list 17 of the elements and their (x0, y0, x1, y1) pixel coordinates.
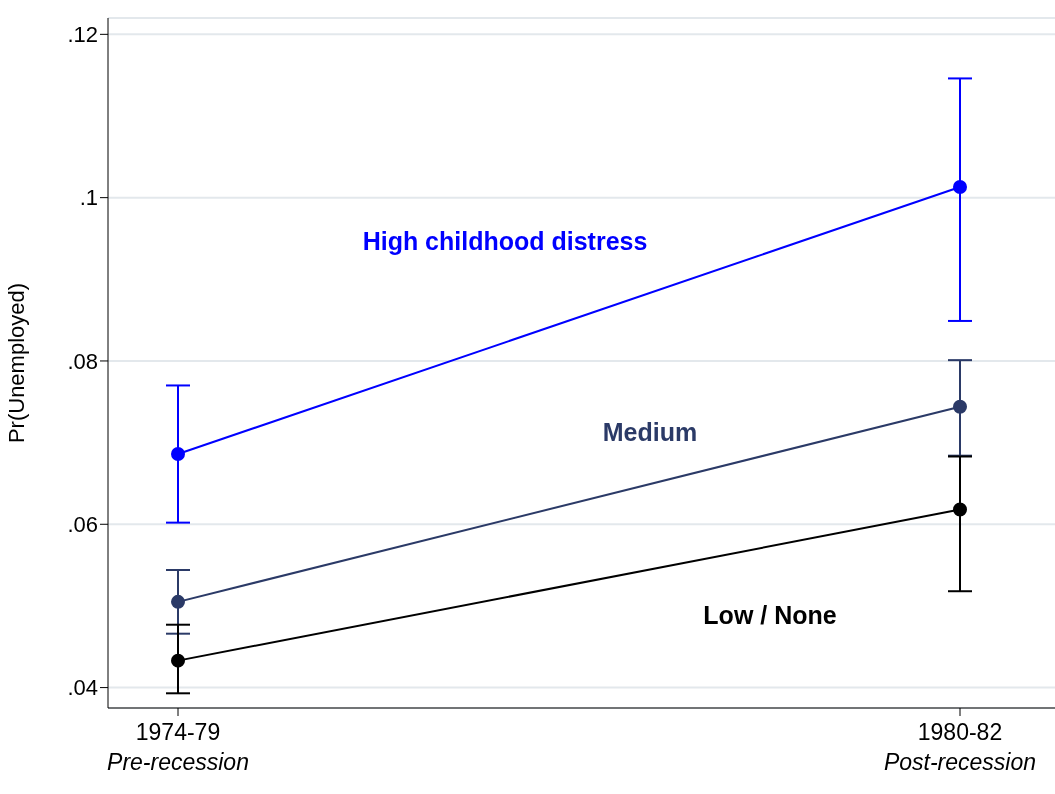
point (953, 399, 967, 414)
point (171, 594, 185, 609)
y-tick-label: .1 (79, 185, 98, 211)
y-axis-title: Pr(Unemployed) (3, 282, 29, 444)
point (171, 653, 185, 668)
x-tick-label: 1980-82 Post-recession (883, 719, 1037, 775)
series-label: Medium (602, 417, 698, 447)
series-label: Low / None (703, 600, 837, 630)
point (953, 180, 967, 195)
point (171, 447, 185, 462)
y-tick-label: .06 (67, 512, 98, 538)
x-tick-label: 1974-79 Pre-recession (107, 719, 249, 775)
point (953, 502, 967, 517)
y-tick-label: .08 (67, 348, 98, 374)
series-label: High childhood distress (362, 226, 648, 256)
y-tick-label: .04 (67, 675, 98, 701)
y-tick-label: .12 (67, 22, 98, 48)
